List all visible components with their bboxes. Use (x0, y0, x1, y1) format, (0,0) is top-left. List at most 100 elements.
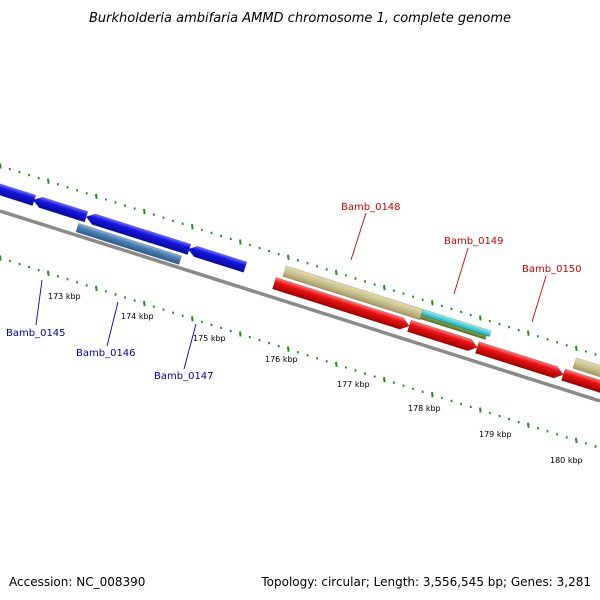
gene-bamb-0149-rna (421, 308, 492, 337)
gene-bamb-0145 (32, 196, 89, 223)
outer-minor-tick (85, 192, 88, 195)
outer-minor-tick (37, 176, 40, 180)
inner-minor-tick (594, 445, 597, 448)
inner-minor-tick (507, 417, 511, 421)
outer-minor-tick (373, 283, 376, 286)
outer-major-tick (0, 163, 2, 169)
inner-minor-tick (248, 335, 252, 339)
inner-tick-track (0, 255, 597, 448)
outer-minor-tick (517, 328, 520, 332)
inner-major-tick (431, 392, 434, 398)
inner-minor-tick (258, 338, 261, 342)
outer-major-tick (335, 269, 338, 276)
outer-minor-tick (258, 246, 261, 250)
outer-minor-tick (498, 322, 501, 326)
inner-major-tick (383, 376, 386, 383)
inner-minor-tick (8, 259, 12, 263)
gene-labels: Bamb_0145 Bamb_0146 Bamb_0147 Bamb_0148 … (6, 202, 582, 382)
outer-major-tick (527, 330, 530, 336)
gene-label-bamb-0147: Bamb_0147 (154, 371, 214, 382)
outer-minor-tick (421, 298, 424, 302)
inner-major-tick (479, 407, 482, 413)
inner-minor-tick (421, 390, 424, 394)
outer-minor-tick (8, 167, 12, 171)
outer-major-tick (575, 345, 578, 352)
outer-minor-tick (325, 268, 328, 271)
inner-minor-tick (181, 314, 184, 318)
inner-minor-tick (469, 405, 472, 409)
outer-minor-tick (75, 188, 79, 192)
inner-minor-tick (66, 277, 69, 281)
gene-bamb-0147 (187, 245, 248, 273)
gene-label-bamb-0150: Bamb_0150 (522, 264, 582, 275)
gene-bamb-0152-rna (572, 357, 600, 393)
inner-minor-tick (277, 344, 280, 348)
inner-minor-tick (440, 396, 444, 400)
inner-minor-tick (200, 320, 204, 324)
inner-minor-tick (267, 341, 271, 345)
inner-minor-tick (152, 305, 156, 308)
gene-label-bamb-0149: Bamb_0149 (444, 236, 504, 247)
inner-minor-tick (229, 329, 232, 333)
inner-minor-tick (536, 426, 540, 430)
outer-minor-tick (200, 228, 204, 232)
ruler-label-179: 179 kbp (479, 430, 512, 439)
summary-text: Topology: circular; Length: 3,556,545 bp… (260, 575, 591, 589)
outer-minor-tick (392, 289, 396, 292)
gene-features (0, 175, 600, 404)
ruler-label-178: 178 kbp (408, 404, 441, 413)
outer-minor-tick (411, 295, 415, 299)
outer-minor-tick (459, 310, 463, 314)
gene-bamb-0146-upper (85, 213, 192, 256)
inner-minor-tick (325, 360, 328, 363)
inner-minor-tick (363, 372, 367, 375)
outer-major-tick (479, 315, 482, 321)
inner-major-tick (95, 285, 98, 292)
leader-bamb-0145 (35, 279, 43, 326)
inner-major-tick (335, 361, 338, 368)
inner-major-tick (287, 346, 290, 352)
inner-minor-tick (306, 353, 309, 357)
outer-minor-tick (171, 219, 175, 223)
outer-minor-tick (133, 207, 136, 210)
gene-bamb-0149 (407, 319, 478, 352)
inner-minor-tick (555, 432, 559, 436)
outer-minor-tick (27, 173, 31, 177)
accession-text: Accession: NC_008390 (9, 575, 145, 589)
outer-major-tick (287, 254, 290, 260)
inner-minor-tick (411, 387, 415, 391)
outer-minor-tick (402, 292, 405, 296)
outer-minor-tick (229, 237, 232, 241)
gene-bamb-0146 (75, 222, 182, 265)
outer-minor-tick (315, 264, 319, 268)
outer-minor-tick (162, 216, 165, 220)
outer-minor-tick (488, 319, 492, 323)
outer-minor-tick (18, 170, 21, 174)
inner-minor-tick (75, 280, 79, 284)
inner-major-tick (47, 270, 50, 276)
inner-minor-tick (498, 414, 501, 418)
inner-major-tick (143, 300, 146, 307)
inner-minor-tick (162, 308, 165, 312)
outer-major-tick (239, 239, 242, 245)
outer-minor-tick (296, 258, 300, 262)
outer-minor-tick (66, 185, 69, 189)
gene-bamb-0150 (475, 341, 564, 379)
inner-minor-tick (488, 411, 492, 415)
inner-minor-tick (85, 284, 88, 287)
outer-minor-tick (555, 340, 559, 344)
gene-bamb-0148-rna (282, 265, 424, 321)
outer-minor-tick (104, 198, 108, 201)
inner-minor-tick (114, 293, 117, 296)
outer-major-tick (143, 208, 146, 215)
ruler-label-180: 180 kbp (550, 456, 583, 465)
outer-minor-tick (56, 182, 60, 186)
ruler-label-176: 176 kbp (265, 355, 298, 364)
gene-label-bamb-0148: Bamb_0148 (341, 202, 401, 213)
outer-minor-tick (469, 313, 472, 317)
outer-minor-tick (277, 252, 280, 256)
map-title: Burkholderia ambifaria AMMD chromosome 1… (89, 11, 511, 26)
inner-major-tick (191, 316, 194, 322)
outer-tick-track (0, 163, 597, 356)
